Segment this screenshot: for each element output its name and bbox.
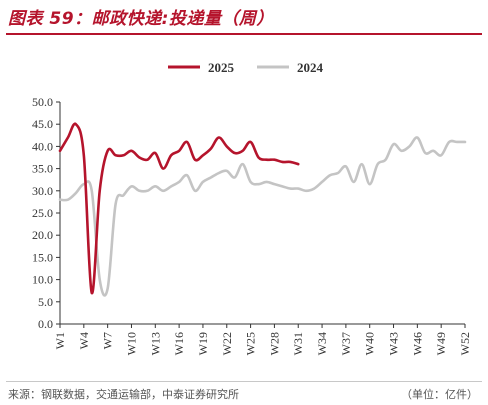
x-tick-label: W7 [101, 332, 115, 349]
y-tick-label: 15.0 [32, 250, 53, 264]
x-tick-label: W34 [315, 332, 329, 355]
legend-label-2024: 2024 [297, 60, 324, 75]
x-axis: W1 W4 W7 W10 W13 W16 W19 W22 W25 W28 W31 W34 W37 W40 W… [53, 323, 472, 355]
x-tick-label: W1 [53, 332, 67, 349]
x-tick-label: W13 [148, 332, 162, 355]
series-line-2024 [58, 136, 467, 297]
x-tick-label: W25 [244, 332, 258, 355]
x-tick-label: W19 [196, 332, 210, 355]
x-tick-label: W22 [220, 332, 234, 355]
x-tick-label: W37 [339, 332, 353, 355]
y-tick-label: 10.0 [32, 273, 53, 287]
y-axis: 0.0 5.0 10.0 15.0 20.0 25.0 30.0 35.0 40.0 45.0 50… [32, 95, 61, 331]
x-tick-label: W10 [124, 332, 138, 355]
x-tick-label: W28 [267, 332, 281, 355]
x-tick-label: W52 [458, 332, 472, 355]
unit-note: （单位：亿件） [401, 388, 478, 401]
y-tick-label: 5.0 [38, 295, 53, 309]
series-lines [58, 122, 467, 297]
line-chart: 2025 2024 0.0 5.0 10.0 15.0 20.0 25.0 30.0 35.0 4… [32, 60, 472, 355]
series-line-2025 [58, 122, 300, 295]
footer-divider [6, 381, 482, 382]
x-tick-label: W31 [291, 332, 305, 355]
legend-label-2025: 2025 [208, 60, 235, 75]
y-tick-label: 25.0 [32, 206, 53, 220]
y-tick-label: 0.0 [38, 317, 53, 331]
x-tick-label: W16 [172, 332, 186, 355]
x-tick-label: W4 [77, 332, 91, 349]
y-tick-label: 50.0 [32, 95, 53, 109]
x-tick-label: W46 [410, 332, 424, 355]
figure-title: 图表 59：邮政快递:投递量（周） [8, 9, 274, 29]
y-tick-label: 35.0 [32, 162, 53, 176]
y-tick-label: 30.0 [32, 184, 53, 198]
x-tick-label: W40 [363, 332, 377, 355]
y-tick-label: 20.0 [32, 228, 53, 242]
x-tick-label: W49 [434, 332, 448, 355]
source-note: 来源：钢联数据，交通运输部，中泰证券研究所 [8, 388, 239, 401]
y-tick-label: 45.0 [32, 117, 53, 131]
y-tick-label: 40.0 [32, 139, 53, 153]
title-divider [6, 33, 482, 35]
x-tick-label: W43 [387, 332, 401, 355]
legend: 2025 2024 [168, 60, 324, 75]
